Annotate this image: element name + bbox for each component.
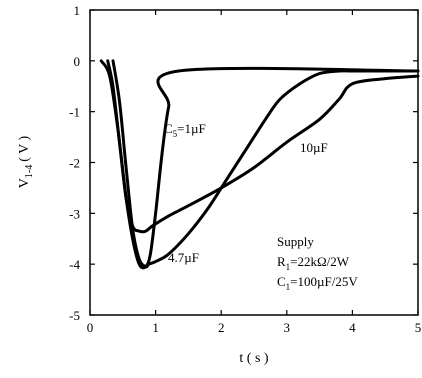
supply-r1: R1=22kΩ/2W [277,254,350,272]
y-axis-label-group: V1-4 ( V ) [17,135,35,188]
plot-frame [89,9,419,316]
y-tick-label: 1 [74,3,81,18]
supply-r1-suffix: =22kΩ/2W [290,254,350,269]
supply-title: Supply [277,234,314,249]
x-tick-label: 5 [415,320,422,335]
annotation-c5-prefix: C [164,121,173,136]
y-axis-label-unit: ( V ) [17,135,32,161]
curves [99,59,420,270]
svg-text:V1-4( V ): V1-4 ( V ) [17,135,35,188]
y-tick-label: -2 [69,156,80,171]
y-tick-label: -1 [69,105,80,120]
y-tick-label: -4 [69,257,80,272]
x-tick-label: 0 [87,320,94,335]
x-tick-label: 4 [349,320,356,335]
annotation-10uf: 10µF [300,140,328,155]
y-tick-label: -3 [69,206,80,221]
y-axis-label: V [17,178,32,188]
supply-c1-prefix: C [277,274,286,289]
tick-labels: 0 1 2 3 4 5 1 0 -1 -2 -3 -4 -5 [69,3,421,335]
series-line-2 [111,59,420,269]
series-line-3 [106,59,420,234]
x-tick-label: 2 [218,320,225,335]
annotation-c5: C5=1µF [164,121,206,139]
supply-c1: C1=100µF/25V [277,274,358,292]
x-tick-label: 3 [284,320,291,335]
supply-r1-prefix: R [277,254,286,269]
supply-c1-suffix: =100µF/25V [290,274,358,289]
y-tick-label: 0 [74,54,81,69]
axis-ticks [89,9,419,316]
supply-r1-sub: 1 [286,262,291,272]
y-tick-label: -5 [69,308,80,323]
supply-c1-sub: 1 [286,282,291,292]
annotation-c5-suffix: =1µF [177,121,206,136]
annotation-c5-sub: 5 [173,129,178,139]
y-axis-label-subscript: 1-4 [24,165,35,178]
x-tick-label: 1 [152,320,159,335]
annotation-4-7uf: 4.7µF [168,250,199,265]
x-axis-label: t ( s ) [239,351,269,366]
